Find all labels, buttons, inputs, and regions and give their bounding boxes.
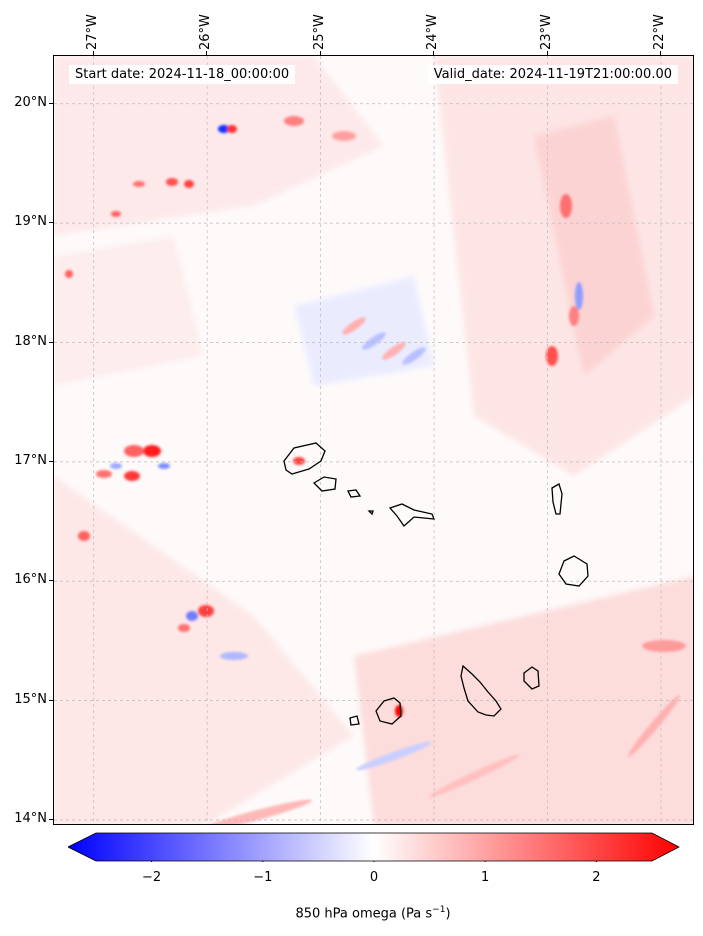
island-boa-vista — [558, 555, 589, 587]
latitude-label: 14°N — [14, 811, 47, 827]
omega-field — [54, 56, 693, 824]
longitude-tick — [92, 51, 94, 55]
longitude-tick — [659, 51, 661, 55]
latitude-tick — [49, 341, 53, 343]
colorbar — [68, 832, 680, 862]
colorbar-tick-label: −1 — [253, 870, 273, 885]
colorbar-tick-label: 2 — [592, 870, 601, 885]
longitude-label: 25°W — [311, 14, 327, 50]
island-maio — [523, 666, 540, 690]
island-brava — [349, 715, 360, 726]
island-fogo — [375, 697, 402, 725]
longitude-tick — [206, 51, 208, 55]
island-sao-nicolau — [388, 503, 436, 527]
map-canvas — [54, 56, 693, 824]
latitude-label: 18°N — [14, 333, 47, 349]
gridlines — [54, 56, 693, 824]
omega-streaks — [65, 116, 686, 824]
island-santa-luzia — [347, 489, 362, 498]
longitude-label: 22°W — [651, 14, 667, 50]
island-raso — [367, 510, 374, 516]
coastlines — [283, 442, 589, 726]
latitude-tick — [49, 222, 53, 224]
colorbar-tick-label: 1 — [481, 870, 490, 885]
colorbar-tick-label: 0 — [369, 870, 379, 885]
colorbar-ticks — [151, 861, 597, 862]
colorbar-tick-label: −2 — [142, 870, 162, 885]
island-santiago — [460, 664, 502, 717]
longitude-label: 24°W — [425, 14, 441, 50]
latitude-label: 15°N — [14, 691, 47, 707]
start-date-label: Start date: 2024-11-18_00:00:00 — [69, 65, 296, 84]
latitude-label: 19°N — [14, 214, 47, 230]
latitude-label: 16°N — [14, 572, 47, 588]
island-santo-antao — [283, 442, 326, 475]
longitude-tick — [546, 51, 548, 55]
colorbar-title: 850 hPa omega (Pa s−1) — [295, 905, 451, 922]
latitude-tick — [49, 699, 53, 701]
omega-map: Start date: 2024-11-18_00:00:00 Valid_da… — [53, 55, 694, 825]
longitude-label: 23°W — [538, 14, 554, 50]
latitude-tick — [49, 102, 53, 104]
island-sal — [551, 483, 563, 515]
latitude-tick — [49, 819, 53, 821]
latitude-label: 17°N — [14, 452, 47, 468]
longitude-tick — [433, 51, 435, 55]
island-sao-vicente — [312, 476, 337, 492]
latitude-tick — [49, 460, 53, 462]
valid-date-label: Valid_date: 2024-11-19T21:00:00.00 — [427, 65, 678, 84]
longitude-label: 26°W — [198, 14, 214, 50]
longitude-label: 27°W — [84, 14, 100, 50]
latitude-tick — [49, 580, 53, 582]
longitude-tick — [319, 51, 321, 55]
latitude-label: 20°N — [14, 94, 47, 110]
